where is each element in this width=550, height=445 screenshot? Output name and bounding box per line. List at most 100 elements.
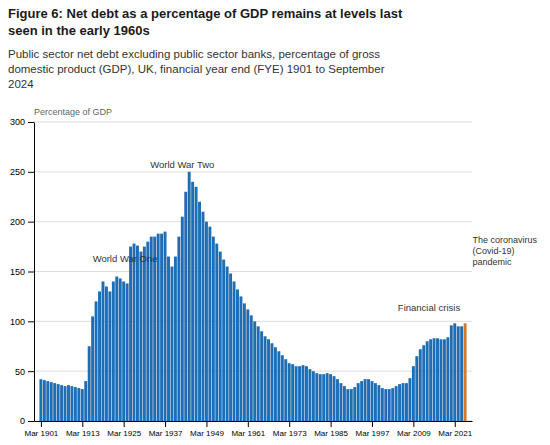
bar xyxy=(219,252,222,421)
y-tick: 0 xyxy=(20,416,34,426)
grid-line xyxy=(34,122,472,123)
x-tick-label: Mar 1985 xyxy=(314,429,348,438)
x-tick: Mar 1961 xyxy=(231,421,265,438)
chart: Figure 6: Net debt as a percentage of GD… xyxy=(0,0,550,445)
annotation: World War Two xyxy=(150,159,214,170)
bar xyxy=(274,347,277,421)
y-tick-label: 50 xyxy=(15,367,25,377)
bar xyxy=(284,359,287,421)
bar xyxy=(164,232,167,421)
x-tick-label: Mar 1961 xyxy=(231,429,265,438)
y-tick: 200 xyxy=(10,217,34,227)
bar xyxy=(426,341,429,421)
x-tick: Mar 1901 xyxy=(24,421,58,438)
bar xyxy=(415,356,418,421)
bar xyxy=(322,374,325,421)
bar xyxy=(264,336,267,421)
bar xyxy=(329,374,332,421)
y-tick: 150 xyxy=(10,267,34,277)
bar xyxy=(281,355,284,421)
y-tick-label: 100 xyxy=(10,317,25,327)
subtitle: Public sector net debt excluding public … xyxy=(8,48,380,60)
x-tick-mark xyxy=(165,421,166,427)
x-tick-label: Mar 1913 xyxy=(66,429,100,438)
x-tick-label: Mar 1937 xyxy=(149,429,183,438)
bar xyxy=(450,325,453,421)
bar xyxy=(160,234,163,421)
grid xyxy=(34,122,472,421)
bar xyxy=(391,388,394,421)
bar xyxy=(429,339,432,421)
bar xyxy=(422,345,425,421)
bar xyxy=(133,244,136,421)
bar xyxy=(98,291,101,421)
y-tick-mark xyxy=(28,421,34,422)
bar xyxy=(153,237,156,421)
y-tick-label: 300 xyxy=(10,117,25,127)
bar xyxy=(433,338,436,421)
y-tick: 300 xyxy=(10,117,34,127)
bar xyxy=(170,267,173,421)
bar xyxy=(343,386,346,421)
bar xyxy=(229,273,232,421)
bar xyxy=(95,301,98,421)
bar xyxy=(84,381,87,421)
bar xyxy=(91,316,94,421)
bar xyxy=(181,217,184,421)
bar xyxy=(119,278,122,421)
subtitle: domestic product (GDP), UK, financial ye… xyxy=(8,63,385,75)
bar xyxy=(188,172,191,421)
bar xyxy=(81,389,84,421)
grid-line xyxy=(34,271,472,272)
y-axis: 050100150200250300 xyxy=(10,117,35,426)
bar xyxy=(446,337,449,421)
x-tick-mark xyxy=(372,421,373,427)
subtitle: 2024 xyxy=(8,78,34,90)
bar xyxy=(146,242,149,421)
y-axis-label: Percentage of GDP xyxy=(34,107,112,117)
bar xyxy=(291,364,294,421)
bar xyxy=(253,321,256,421)
x-tick: Mar 2009 xyxy=(397,421,431,438)
x-tick: Mar 1985 xyxy=(314,421,348,438)
bar xyxy=(246,309,249,421)
x-tick-label: Mar 1997 xyxy=(356,429,390,438)
x-tick-mark xyxy=(41,421,42,427)
bar xyxy=(191,182,194,421)
bar xyxy=(202,212,205,421)
bar xyxy=(353,387,356,421)
y-tick-mark xyxy=(28,272,34,273)
bar xyxy=(298,366,301,421)
x-tick-label: Mar 1925 xyxy=(107,429,141,438)
bar xyxy=(419,349,422,421)
bar xyxy=(336,379,339,421)
bars xyxy=(39,172,466,421)
bar xyxy=(333,376,336,421)
bar xyxy=(360,381,363,421)
x-tick-label: Mar 1973 xyxy=(273,429,307,438)
x-tick-mark xyxy=(82,421,83,427)
x-tick-mark xyxy=(206,421,207,427)
bar xyxy=(377,385,380,421)
x-axis-line xyxy=(35,421,473,422)
bar xyxy=(364,379,367,421)
bar xyxy=(53,383,56,421)
bar xyxy=(226,267,229,421)
plot: Mar 1901Mar 1913Mar 1925Mar 1937Mar 1949… xyxy=(10,107,538,438)
bar xyxy=(174,257,177,421)
grid-line xyxy=(34,171,472,172)
bar xyxy=(105,286,108,421)
bar xyxy=(388,389,391,421)
x-tick-mark xyxy=(331,421,332,427)
bar xyxy=(184,192,187,421)
bar xyxy=(212,237,215,421)
x-tick: Mar 1973 xyxy=(273,421,307,438)
bar xyxy=(315,373,318,421)
bar xyxy=(308,369,311,421)
bar xyxy=(271,343,274,421)
bar xyxy=(60,385,63,421)
grid-line xyxy=(34,221,472,222)
x-tick: Mar 1937 xyxy=(149,421,183,438)
bar xyxy=(398,384,401,421)
bar xyxy=(126,283,129,421)
